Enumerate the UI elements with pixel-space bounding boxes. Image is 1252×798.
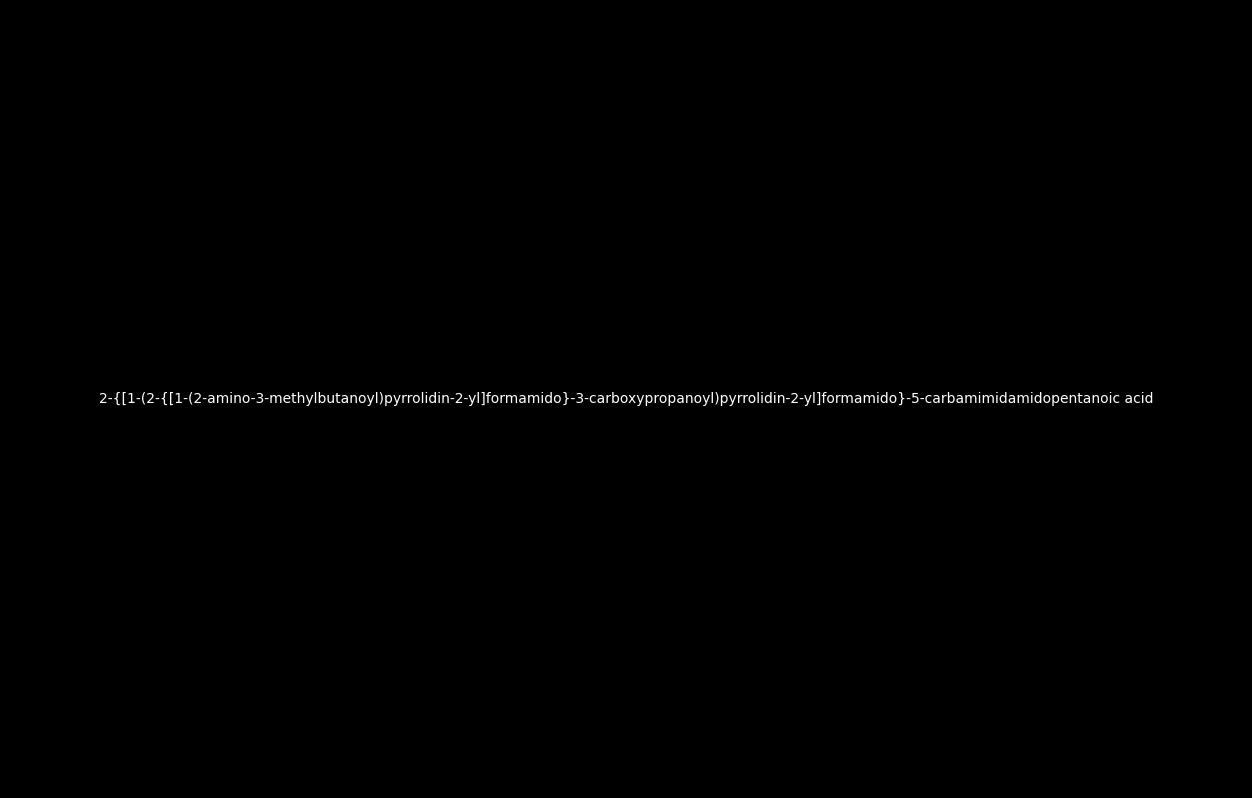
Text: 2-{[1-(2-{[1-(2-amino-3-methylbutanoyl)pyrrolidin-2-yl]formamido}-3-carboxypropa: 2-{[1-(2-{[1-(2-amino-3-methylbutanoyl)p… — [99, 392, 1153, 406]
